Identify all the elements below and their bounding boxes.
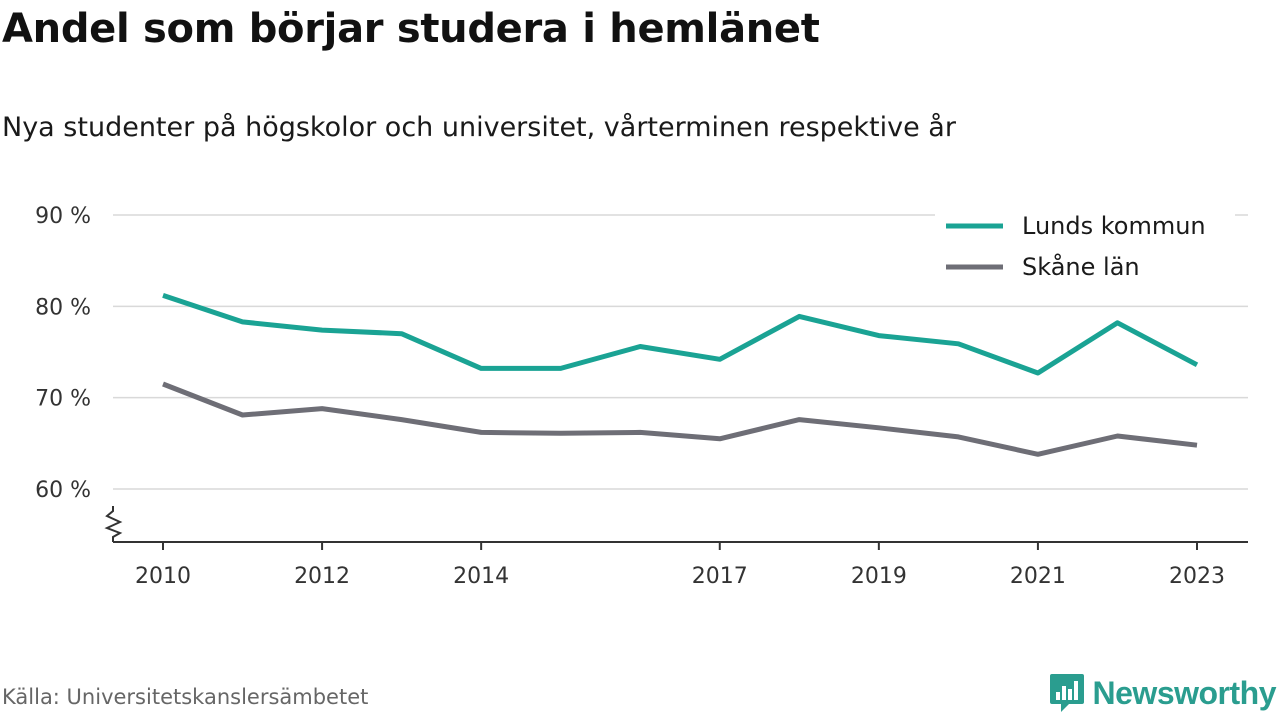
x-tick-label: 2010 (135, 564, 191, 589)
x-tick-label: 2023 (1169, 564, 1225, 589)
series-lines (162, 293, 1199, 457)
x-axis (104, 506, 1248, 543)
axis-break-marker (104, 506, 123, 542)
legend-label: Lunds kommun (1022, 212, 1206, 240)
legend: Lunds kommun Skåne län (935, 206, 1235, 290)
legend-background (935, 206, 1235, 290)
series-line-skane-lan (162, 381, 1198, 457)
legend-label: Skåne län (1022, 252, 1140, 281)
x-tick-label: 2019 (851, 564, 907, 589)
source-note: Källa: Universitetskanslersämbetet (2, 685, 369, 709)
x-tick-label: 2014 (453, 564, 509, 589)
x-tick-label: 2021 (1010, 564, 1066, 589)
x-tick-label: 2017 (692, 564, 748, 589)
y-tick-label: 60 % (35, 478, 91, 503)
y-axis-ticks: 60 % 70 % 80 % 90 % (35, 204, 91, 503)
newsworthy-logo: Newsworthy (1049, 672, 1277, 714)
y-tick-label: 80 % (35, 295, 91, 320)
y-tick-label: 90 % (35, 204, 91, 229)
newsworthy-logo-icon (1049, 674, 1084, 712)
chart-subtitle: Nya studenter på högskolor och universit… (2, 112, 956, 143)
x-axis-ticks: 2010 2012 2014 2017 2019 2021 2023 (135, 542, 1225, 589)
series-line-lunds-kommun (162, 293, 1199, 376)
x-tick-label: 2012 (294, 564, 350, 589)
brand-name: Newsworthy (1092, 674, 1277, 711)
chart-title: Andel som börjar studera i hemlänet (2, 6, 820, 52)
y-tick-label: 70 % (35, 387, 91, 412)
